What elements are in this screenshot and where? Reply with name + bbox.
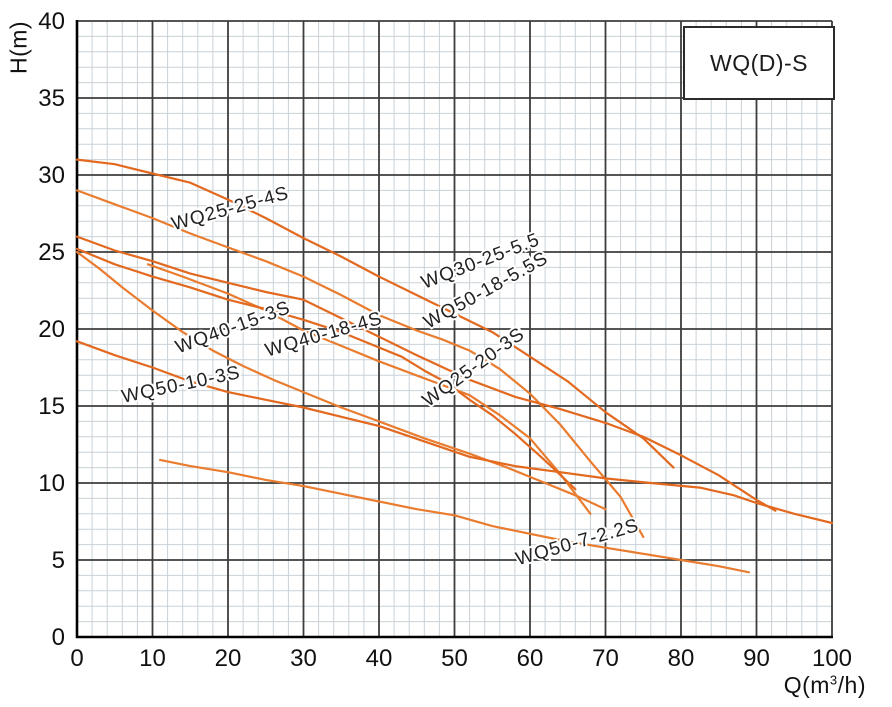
y-tick-label: 10 xyxy=(38,470,65,497)
curve-WQ50-10-3S xyxy=(75,340,834,525)
x-tick-label: 70 xyxy=(592,645,619,672)
y-tick-label: 40 xyxy=(38,8,65,35)
legend-label: WQ(D)-S xyxy=(709,49,809,76)
curve-WQ40-18-4S xyxy=(146,263,592,515)
x-tick-label: 20 xyxy=(215,645,242,672)
y-tick-label: 35 xyxy=(38,85,65,112)
legend-box: WQ(D)-S xyxy=(683,26,835,100)
y-tick-label: 15 xyxy=(38,393,65,420)
x-tick-label: 30 xyxy=(290,645,317,672)
curve-WQ25-25-4S xyxy=(75,189,645,539)
curve-WQ50-7-2.2S xyxy=(159,458,751,574)
y-tick-label: 20 xyxy=(38,316,65,343)
y-tick-label: 25 xyxy=(38,239,65,266)
y-tick-label: 5 xyxy=(52,547,65,574)
x-tick-label: 40 xyxy=(366,645,393,672)
curve-label-WQ50-7-2.2S: WQ50-7-2.2S xyxy=(513,515,641,570)
curve-WQ50-18-5.5S xyxy=(75,235,777,512)
x-tick-label: 0 xyxy=(70,645,83,672)
x-tick-label: 90 xyxy=(743,645,770,672)
y-axis-title: H(m) xyxy=(5,20,32,75)
x-tick-label: 10 xyxy=(139,645,166,672)
curve-label-WQ50-10-3S: WQ50-10-3S xyxy=(120,362,243,408)
x-tick-label: 100 xyxy=(812,645,852,672)
y-tick-label: 0 xyxy=(52,624,65,651)
curve-WQ25-20-3S xyxy=(75,247,577,491)
x-tick-label: 50 xyxy=(441,645,468,672)
y-tick-label: 30 xyxy=(38,162,65,189)
x-tick-label: 60 xyxy=(517,645,544,672)
curve-WQ30-25-5.5 xyxy=(75,158,675,469)
x-axis-unit-superscript: 3 xyxy=(829,672,838,688)
curve-WQ40-15-3S xyxy=(75,250,607,511)
x-tick-label: 80 xyxy=(668,645,695,672)
x-axis-title: Q(m3/h) xyxy=(783,672,866,698)
